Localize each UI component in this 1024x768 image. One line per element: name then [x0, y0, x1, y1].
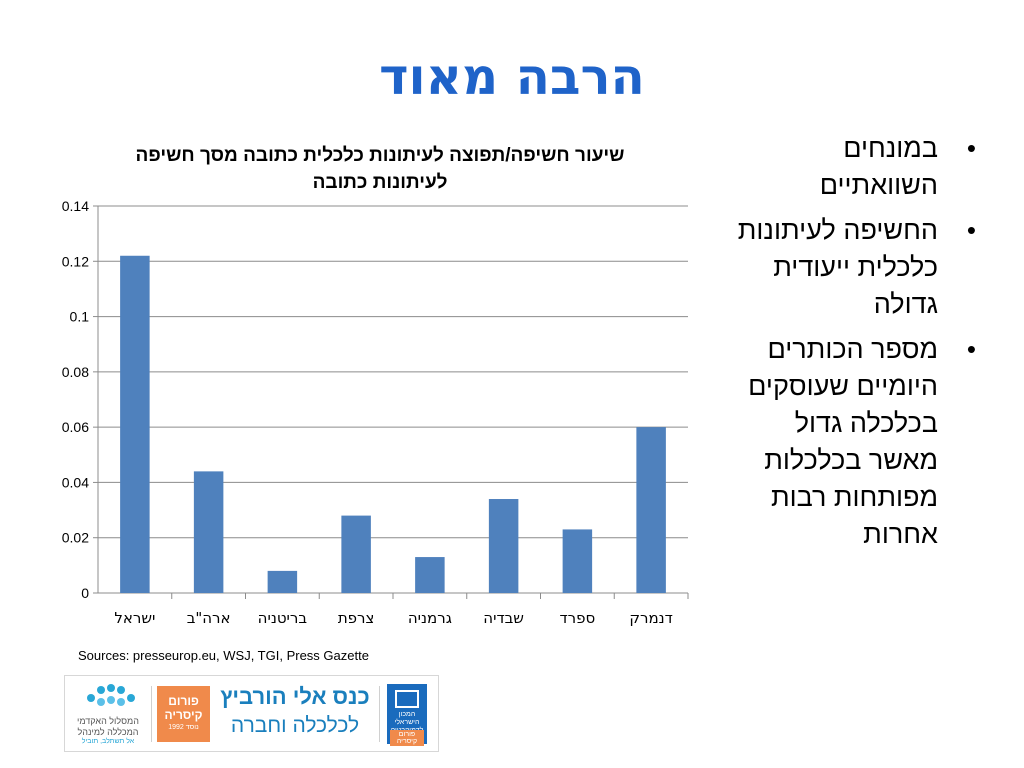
bullet-text: במונחים השוואתיים: [819, 133, 938, 200]
x-tick-label: שבדיה: [483, 609, 524, 627]
bar: [120, 255, 150, 593]
bar: [415, 557, 445, 593]
x-tick-label: דנמרק: [629, 609, 673, 627]
y-tick-label: 0: [81, 585, 89, 601]
bullet-icon: •: [966, 334, 976, 364]
bullet-item: • החשיפה לעיתונות כלכלית ייעודית גדולה: [720, 212, 980, 323]
bullet-item: • מספר הכותרים היומיים שעוסקים בכלכלה גד…: [720, 331, 980, 553]
college-name: המסלול האקדמי המכללה למינהל: [77, 716, 139, 737]
y-tick-label: 0.04: [62, 474, 89, 490]
college-dots-logo-icon: [87, 684, 135, 712]
conference-subtitle: לכלכלה וחברה: [230, 714, 360, 737]
college-tagline: אל תשתלב, תוביל: [81, 738, 135, 745]
x-tick-label: ארה"ב: [187, 609, 231, 627]
bullet-icon: •: [966, 133, 976, 163]
bullet-text: החשיפה לעיתונות כלכלית ייעודית גדולה: [737, 215, 938, 319]
caesarea-line3: נוסד 1992: [168, 724, 199, 731]
logo-divider: [151, 686, 152, 742]
y-tick-label: 0.06: [62, 419, 89, 435]
conference-name: כנס אלי הורביץ: [220, 684, 370, 709]
bar: [636, 427, 666, 593]
bar: [562, 529, 593, 593]
bar: [341, 515, 371, 593]
x-tick-label: גרמניה: [408, 609, 452, 627]
bar: [193, 471, 224, 593]
bullet-list: • במונחים השוואתיים • החשיפה לעיתונות כל…: [720, 130, 980, 561]
sponsor-logos-strip: המסלול האקדמי המכללה למינהל אל תשתלב, תו…: [64, 675, 439, 752]
y-tick-label: 0.02: [62, 530, 89, 546]
x-tick-label: בריטניה: [258, 609, 308, 627]
y-tick-label: 0.08: [62, 364, 89, 380]
chart-title: שיעור חשיפה/תפוצה לעיתונות כלכלית כתובה …: [135, 145, 625, 193]
bullet-icon: •: [966, 215, 976, 245]
caesarea-line2: קיסריה: [164, 708, 203, 722]
x-tick-label: ישראל: [114, 609, 155, 627]
caesarea-line1: פורום: [168, 694, 199, 708]
x-tick-label: ספרד: [559, 609, 595, 627]
building-icon: [395, 690, 419, 708]
bullet-item: • במונחים השוואתיים: [720, 130, 980, 204]
bar: [488, 499, 519, 593]
y-tick-label: 0.12: [62, 253, 89, 269]
bar: [267, 570, 298, 593]
caesarea-forum-logo: פורום קיסריה נוסד 1992: [157, 686, 210, 742]
x-tick-label: צרפת: [338, 609, 375, 627]
slide-title: הרבה מאוד: [379, 48, 645, 106]
bullet-text: מספר הכותרים היומיים שעוסקים בכלכלה גדול…: [748, 334, 938, 549]
institute-badge: פורום קיסריה: [390, 730, 424, 746]
logo-divider: [379, 686, 380, 742]
democracy-institute-logo: המכון הישראלי לדמוקרטיה פורום קיסריה: [387, 684, 427, 746]
y-tick-label: 0.14: [62, 198, 89, 214]
y-tick-label: 0.1: [70, 309, 90, 325]
sources-note: Sources: presseurop.eu, WSJ, TGI, Press …: [78, 648, 369, 663]
